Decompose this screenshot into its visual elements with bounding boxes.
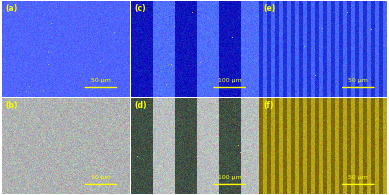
- Text: (f): (f): [263, 101, 273, 110]
- Text: (c): (c): [135, 4, 146, 13]
- Text: (a): (a): [6, 4, 18, 13]
- Text: 100 μm: 100 μm: [218, 175, 242, 180]
- Text: 50 μm: 50 μm: [349, 78, 368, 83]
- Text: 50 μm: 50 μm: [91, 78, 111, 83]
- Text: 50 μm: 50 μm: [349, 175, 368, 180]
- Text: 100 μm: 100 μm: [218, 78, 242, 83]
- Text: 50 μm: 50 μm: [91, 175, 111, 180]
- Text: (d): (d): [135, 101, 147, 110]
- Text: (e): (e): [263, 4, 275, 13]
- Text: (b): (b): [6, 101, 18, 110]
